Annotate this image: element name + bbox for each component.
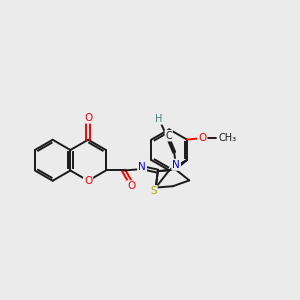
Text: O: O (84, 112, 92, 122)
Text: N: N (138, 162, 146, 172)
Text: S: S (150, 186, 157, 196)
Text: N: N (172, 160, 180, 170)
Text: N: N (138, 162, 146, 172)
Text: O: O (128, 181, 136, 191)
Text: O: O (198, 133, 206, 142)
Text: O: O (84, 176, 92, 186)
Text: O: O (84, 176, 92, 186)
Text: H: H (155, 114, 163, 124)
Text: O: O (84, 112, 92, 122)
Text: S: S (150, 186, 157, 196)
Text: C: C (165, 131, 172, 141)
Text: O: O (128, 181, 136, 191)
Text: CH₃: CH₃ (218, 133, 236, 143)
Text: N: N (172, 160, 180, 170)
Text: O: O (198, 133, 206, 142)
